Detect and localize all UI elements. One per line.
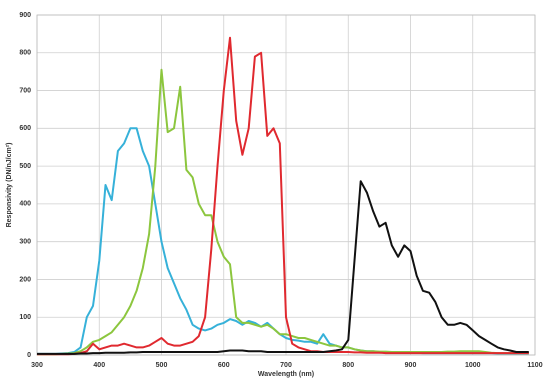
- y-tick-label: 500: [19, 163, 31, 170]
- y-tick-label: 200: [19, 276, 31, 283]
- y-axis-label: Responsivity (DN/nJ/cm²): [6, 143, 13, 228]
- y-tick-label: 600: [19, 125, 31, 132]
- x-tick-label: 600: [218, 362, 230, 369]
- y-tick-label: 800: [19, 50, 31, 57]
- plot-frame: [36, 14, 536, 356]
- x-tick-label: 300: [31, 362, 43, 369]
- y-tick-label: 100: [19, 314, 31, 321]
- x-tick-label: 700: [280, 362, 292, 369]
- y-tick-label: 300: [19, 239, 31, 246]
- x-tick-label: 900: [405, 362, 417, 369]
- x-tick-label: 800: [342, 362, 354, 369]
- series-line: [37, 36, 529, 356]
- y-tick-label: 900: [19, 12, 31, 19]
- y-tick-label: 0: [27, 352, 31, 359]
- y-tick-label: 400: [19, 201, 31, 208]
- x-axis-label: Wavelength (nm): [258, 371, 314, 378]
- series-line: [37, 180, 529, 355]
- x-tick-label: 500: [156, 362, 168, 369]
- series-line: [37, 68, 529, 356]
- x-tick-label: 400: [93, 362, 105, 369]
- x-tick-label: 1100: [527, 362, 542, 369]
- y-tick-label: 700: [19, 87, 31, 94]
- x-tick-label: 1000: [465, 362, 481, 369]
